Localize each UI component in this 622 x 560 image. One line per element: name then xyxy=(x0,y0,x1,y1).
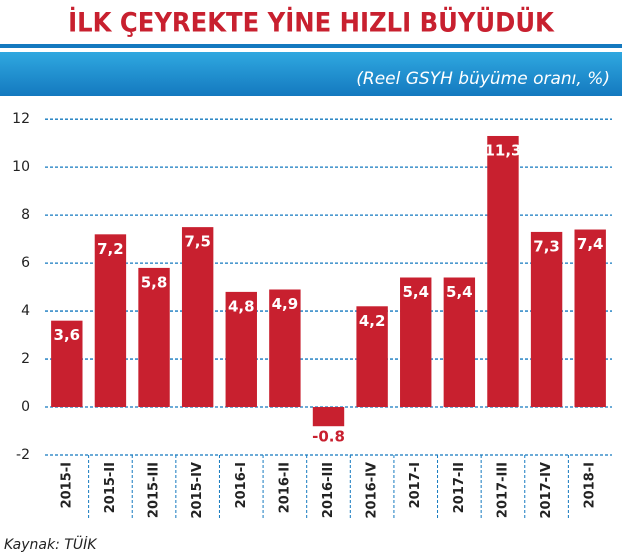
x-tick-label: 2016-IV xyxy=(365,462,380,518)
y-tick-label: 8 xyxy=(21,207,30,223)
value-label: 11,3 xyxy=(484,141,521,159)
bar xyxy=(574,229,606,408)
x-tick-label: 2017-IV xyxy=(539,462,554,518)
value-label: 5,4 xyxy=(446,283,473,301)
x-tick-label: 2017-I xyxy=(408,462,423,508)
bar xyxy=(356,306,388,408)
value-label: 5,4 xyxy=(402,283,429,301)
value-label: 4,9 xyxy=(272,295,299,313)
source: Kaynak: TÜİK xyxy=(4,535,98,553)
value-label: 7,3 xyxy=(533,237,560,255)
bar xyxy=(530,231,563,408)
x-tick-label: 2016-II xyxy=(277,462,292,513)
value-label: 7,4 xyxy=(577,235,604,253)
bar xyxy=(138,267,170,408)
x-tick-label: 2015-III xyxy=(147,462,162,518)
chart-title: İLK ÇEYREKTE YİNE HIZLI BÜYÜDÜK xyxy=(68,6,555,39)
title-rule xyxy=(0,44,622,48)
chart-subtitle: (Reel GSYH büyüme oranı, %) xyxy=(356,69,610,89)
bar xyxy=(487,135,519,408)
bar xyxy=(181,227,214,408)
value-label: -0.8 xyxy=(312,428,345,446)
x-tick-label: 2015-I xyxy=(59,462,74,508)
value-label: 4,8 xyxy=(228,297,255,315)
x-tick-label: 2018-I xyxy=(583,462,598,508)
x-tick-label: 2017-II xyxy=(452,462,467,513)
x-tick-label: 2017-III xyxy=(495,462,510,518)
value-label: 4,2 xyxy=(359,312,386,330)
bar xyxy=(51,320,83,408)
y-tick-label: 10 xyxy=(12,159,30,175)
x-tick-label: 2015-IV xyxy=(190,462,205,518)
y-tick-label: 12 xyxy=(12,111,30,127)
bar xyxy=(400,277,432,408)
y-tick-label: -2 xyxy=(16,447,30,463)
value-label: 7,5 xyxy=(184,233,211,251)
bar xyxy=(225,291,257,408)
x-tick-label: 2016-III xyxy=(321,462,336,518)
x-tick-label: 2016-I xyxy=(234,462,249,508)
x-tick-label: 2015-II xyxy=(103,462,118,513)
subtitle-band xyxy=(0,52,622,96)
value-label: 7,2 xyxy=(97,240,124,258)
y-tick-label: 0 xyxy=(21,399,30,415)
bar xyxy=(94,234,127,408)
bar xyxy=(312,407,345,427)
bar xyxy=(443,277,476,408)
value-label: 5,8 xyxy=(141,273,168,291)
y-tick-label: 6 xyxy=(21,255,30,271)
bar xyxy=(269,289,301,408)
value-label: 3,6 xyxy=(54,326,81,344)
y-tick-label: 4 xyxy=(21,303,30,319)
y-tick-label: 2 xyxy=(21,351,30,367)
